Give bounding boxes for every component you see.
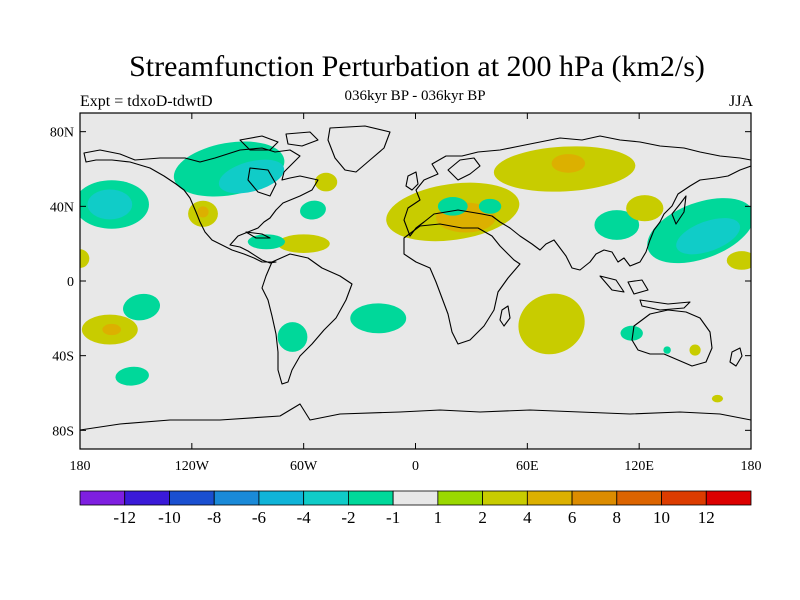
- colorbar-swatch-14: [705, 490, 752, 506]
- x-tick-label-4: 60E: [516, 459, 539, 474]
- contour-region-22: [123, 293, 161, 321]
- contour-region-3: [87, 189, 133, 220]
- colorbar-label-6: -1: [386, 508, 400, 527]
- contour-region-17: [626, 195, 664, 222]
- colorbar-label-1: -10: [158, 508, 181, 527]
- contour-region-19: [676, 218, 741, 255]
- colorbar-swatch-9: [482, 490, 528, 506]
- y-tick-label-0: 80N: [50, 126, 74, 141]
- chart-subtitle: 036kyr BP - 036kyr BP: [344, 88, 486, 104]
- contour-region-16: [594, 210, 640, 240]
- contour-region-31: [689, 344, 701, 356]
- colorbar-swatch-1: [124, 490, 170, 506]
- contour-region-24: [102, 323, 122, 336]
- colorbar-label-11: 8: [613, 508, 622, 527]
- contour-region-5: [197, 206, 209, 218]
- season-label: JJA: [728, 93, 753, 110]
- x-tick-label-1: 120W: [175, 459, 210, 474]
- contour-region-20: [726, 251, 751, 270]
- contour-region-7: [300, 200, 326, 220]
- y-tick-label-2: 0: [67, 275, 74, 290]
- colorbar-swatch-10: [526, 490, 573, 506]
- x-tick-label-6: 180: [741, 459, 762, 474]
- y-axis: 80N 40N 0 40S 80S: [50, 126, 751, 439]
- contour-region-13: [478, 198, 502, 214]
- y-tick-label-1: 40N: [50, 200, 74, 215]
- colorbar-label-5: -2: [341, 508, 355, 527]
- colorbar-swatch-11: [571, 490, 618, 506]
- colorbar-swatch-7: [392, 490, 439, 506]
- contour-region-1: [218, 159, 285, 194]
- colorbar-label-12: 10: [653, 508, 670, 527]
- colorbar-label-0: -12: [113, 508, 136, 527]
- colorbar-label-3: -6: [252, 508, 266, 527]
- experiment-label: Expt = tdxoD-tdwtD: [80, 93, 213, 110]
- colorbar-label-13: 12: [698, 508, 715, 527]
- colorbar-label-9: 4: [523, 508, 532, 527]
- colorbar-swatch-5: [303, 490, 349, 506]
- contour-region-27: [350, 303, 407, 334]
- colorbar-label-4: -4: [297, 508, 312, 527]
- colorbar-swatch-0: [79, 490, 126, 506]
- colorbar-label-10: 6: [568, 508, 577, 527]
- contour-region-30: [663, 346, 671, 354]
- x-tick-label-0: 180: [70, 459, 91, 474]
- colorbar-label-7: 1: [434, 508, 443, 527]
- colorbar-swatch-4: [258, 490, 305, 506]
- contour-region-29: [620, 325, 643, 341]
- x-tick-label-2: 60W: [290, 459, 318, 474]
- x-tick-label-5: 120E: [624, 459, 654, 474]
- coastlines: [80, 125, 751, 431]
- colorbar-swatch-6: [347, 490, 394, 506]
- colorbar-label-8: 2: [478, 508, 487, 527]
- x-axis: 180 120W 60W 0 60E 120E 180: [70, 113, 762, 474]
- contour-region-12: [437, 197, 468, 216]
- contour-region-21: [80, 249, 90, 268]
- chart-title: Streamfunction Perturbation at 200 hPa (…: [129, 50, 705, 83]
- contour-region-28: [518, 293, 585, 355]
- colorbar-swatch-2: [169, 490, 215, 506]
- colorbar-swatch-12: [616, 490, 662, 506]
- colorbar: -12 -10 -8 -6 -4 -2 -1 1 2 4 6 8 10 12: [79, 490, 752, 527]
- y-tick-label-4: 80S: [52, 424, 74, 439]
- contour-region-26: [115, 366, 149, 386]
- x-tick-label-3: 0: [412, 459, 419, 474]
- colorbar-swatch-8: [437, 490, 484, 506]
- colorbar-label-2: -8: [207, 508, 221, 527]
- y-tick-label-3: 40S: [52, 350, 74, 365]
- colorbar-swatch-13: [661, 490, 707, 506]
- colorbar-swatch-3: [213, 490, 260, 506]
- contour-region-8: [277, 234, 330, 254]
- contour-region-25: [277, 322, 308, 352]
- contour-region-32: [711, 394, 724, 403]
- contour-region-15: [551, 154, 586, 173]
- contour-region-6: [314, 172, 338, 192]
